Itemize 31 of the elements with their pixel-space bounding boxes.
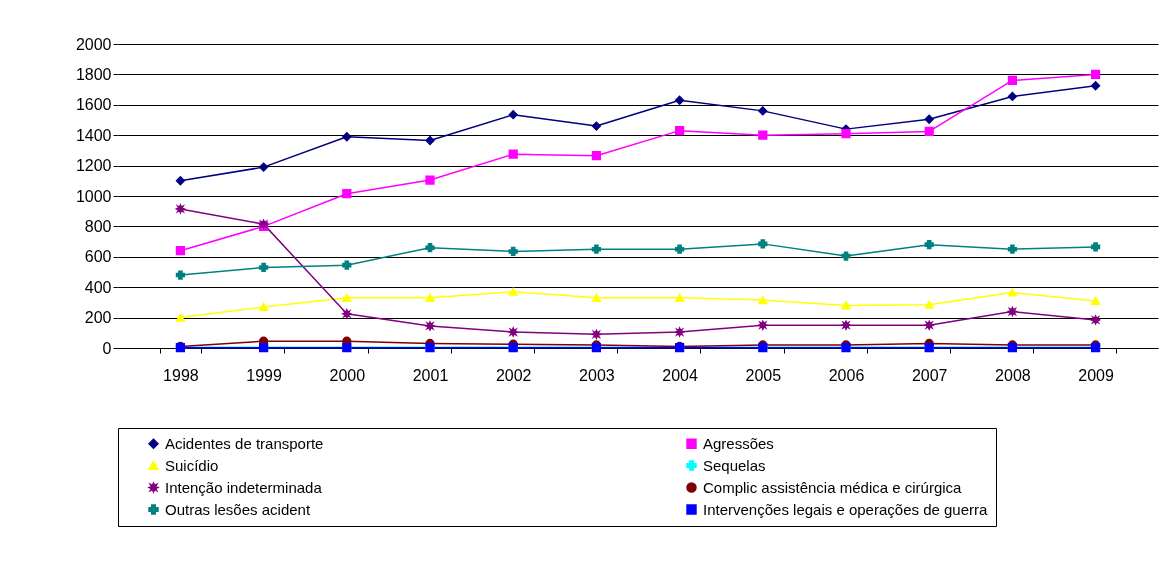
x-tick-label: 2000 [329,366,366,384]
legend-label: Sequelas [703,456,766,474]
x-tick-label: 2006 [828,366,865,384]
y-tick-label: 800 [84,217,112,235]
x-tick-label: 2005 [745,366,782,384]
legend-label: Suicídio [165,456,219,474]
y-tick-label: 1800 [75,65,112,83]
y-tick-label: 400 [84,278,112,296]
x-tick-label: 1998 [163,366,199,384]
y-tick-label: 600 [84,248,112,266]
y-tick-label: 0 [102,339,112,357]
y-tick-label: 1200 [75,157,112,175]
x-tick-label: 1999 [246,366,282,384]
x-tick-label: 2001 [412,366,449,384]
x-tick-label: 2002 [495,366,532,384]
y-tick-label: 200 [84,309,112,327]
y-tick-label: 1400 [75,126,112,144]
legend-label: Intervenções legais e operações de guerra [703,500,989,518]
y-tick-label: 2000 [75,35,112,53]
x-tick-label: 2008 [995,366,1031,384]
y-tick-label: 1000 [75,187,112,205]
legend-label: Acidentes de transporte [165,434,324,452]
x-tick-label: 2004 [662,366,698,384]
legend-label: Outras lesões acident [165,500,311,518]
legend-label: Agressões [703,434,774,452]
legend-label: Intenção indeterminada [165,478,323,496]
x-tick-label: 2003 [579,366,615,384]
y-tick-label: 1600 [75,96,112,114]
legend-label: Complic assistência médica e cirúrgica [703,478,963,496]
x-tick-label: 2007 [911,366,948,384]
x-tick-label: 2009 [1078,366,1114,384]
